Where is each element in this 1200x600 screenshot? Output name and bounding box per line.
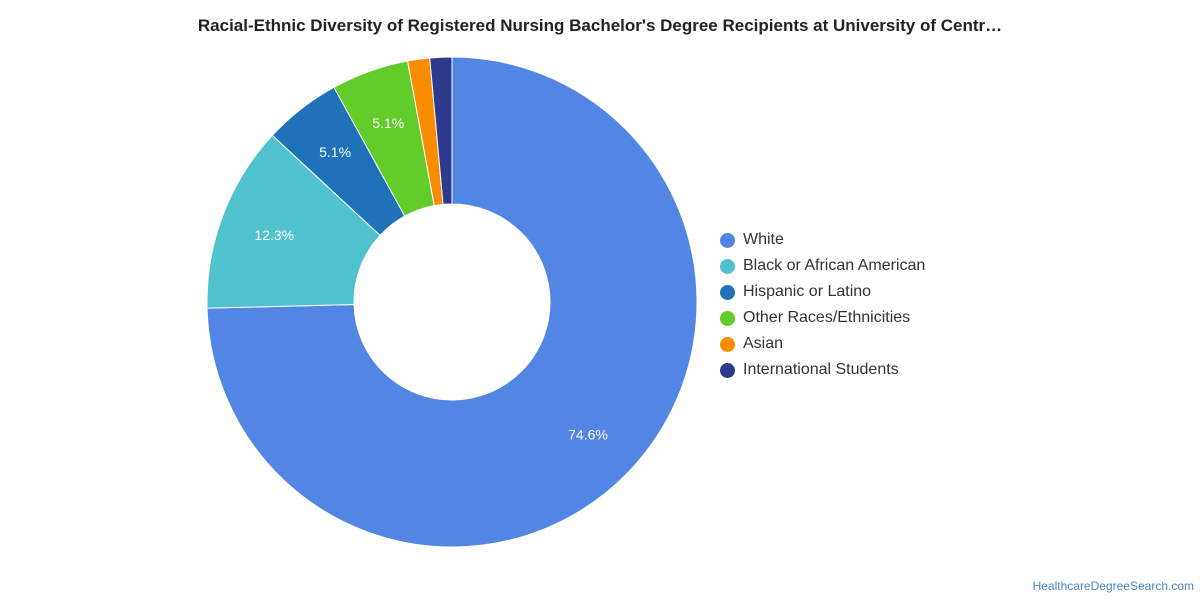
slice-label-black-or-african-american: 12.3% bbox=[254, 227, 294, 243]
legend-label: Other Races/Ethnicities bbox=[743, 309, 911, 326]
legend-item-white[interactable]: White bbox=[720, 227, 925, 253]
legend-label: White bbox=[743, 231, 784, 248]
chart-title: Racial-Ethnic Diversity of Registered Nu… bbox=[197, 16, 1003, 35]
slice-label-other-races-ethnicities: 5.1% bbox=[372, 115, 404, 131]
legend-swatch bbox=[720, 258, 735, 274]
slice-white[interactable] bbox=[206, 56, 698, 548]
legend-label: Hispanic or Latino bbox=[743, 283, 872, 300]
legend-label: Black or African American bbox=[743, 257, 926, 274]
legend-label: International Students bbox=[743, 361, 899, 378]
legend-item-asian[interactable]: Asian bbox=[720, 331, 925, 357]
legend-swatch bbox=[720, 336, 735, 352]
source-credit[interactable]: HealthcareDegreeSearch.com bbox=[1032, 579, 1194, 593]
donut-slice-labels: 74.6% 12.3% 5.1% 5.1% bbox=[254, 115, 607, 443]
donut-slices bbox=[206, 56, 698, 548]
chart-legend: White Black or African American Hispanic o… bbox=[720, 227, 925, 383]
slice-black-or-african-american[interactable] bbox=[206, 134, 381, 309]
slice-label-white: 74.6% bbox=[568, 427, 608, 443]
slice-label-hispanic-or-latino: 5.1% bbox=[319, 144, 351, 160]
legend-item-hispanic-or-latino[interactable]: Hispanic or Latino bbox=[720, 279, 925, 305]
legend-swatch bbox=[720, 310, 735, 326]
legend-swatch bbox=[720, 284, 735, 300]
legend-item-international-students[interactable]: International Students bbox=[720, 357, 925, 383]
legend-swatch bbox=[720, 362, 735, 378]
legend-swatch bbox=[720, 232, 735, 248]
legend-label: Asian bbox=[743, 335, 784, 352]
legend-item-other-races-ethnicities[interactable]: Other Races/Ethnicities bbox=[720, 305, 925, 331]
slice-international-students[interactable] bbox=[429, 56, 453, 205]
legend-item-black-or-african-american[interactable]: Black or African American bbox=[720, 253, 925, 279]
